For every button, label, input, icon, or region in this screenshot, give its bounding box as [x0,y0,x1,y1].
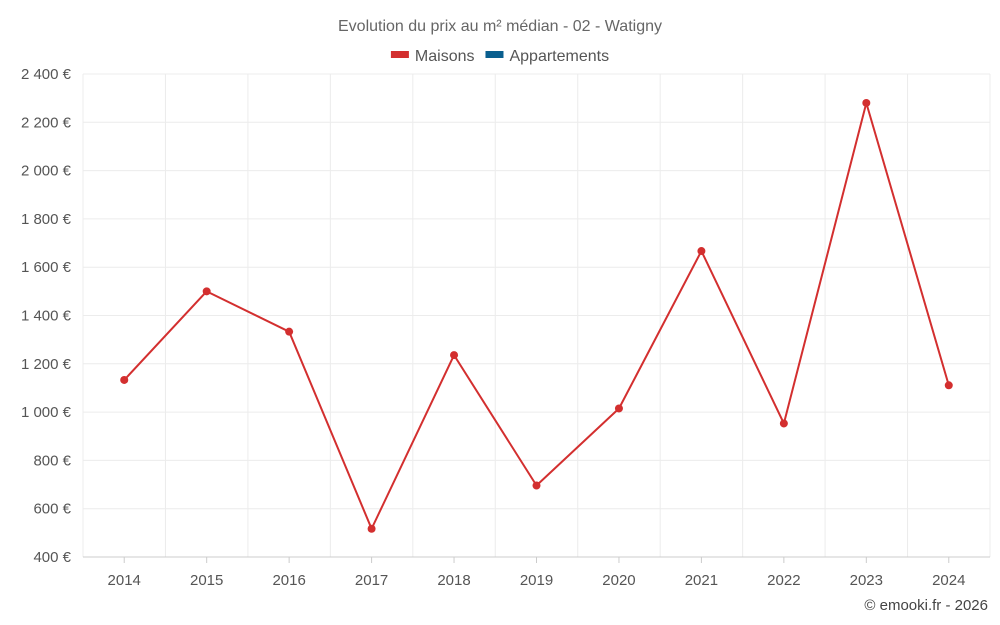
legend-swatch [390,51,409,58]
legend-swatch [485,51,504,58]
x-tick-label: 2023 [850,572,883,589]
y-tick-label: 2 000 € [21,163,72,180]
credit-text: © emooki.fr - 2026 [864,597,988,614]
data-point [285,327,294,336]
data-point [202,287,211,296]
legend-label: Maisons [415,48,475,65]
data-point [697,247,706,256]
x-tick-label: 2024 [932,572,965,589]
data-point [450,351,459,360]
series-layer [120,98,953,533]
gridlines [82,73,991,557]
y-tick-label: 2 400 € [21,66,72,83]
legend-item-appartements[interactable]: Appartements [485,48,609,65]
x-tick-label: 2020 [602,572,635,589]
legend-label: Appartements [509,48,609,65]
data-point [532,481,541,490]
y-tick-label: 1 400 € [21,308,72,325]
x-tick-label: 2017 [355,572,388,589]
x-tick-label: 2016 [272,572,305,589]
x-tick-label: 2014 [108,572,141,589]
y-axis: 2 400 € 2 200 € 2 000 € 1 800 € 1 600 € 1 400… [21,66,72,566]
y-tick-label: 600 € [33,501,71,518]
x-tick-label: 2021 [685,572,718,589]
y-tick-label: 1 000 € [21,404,72,421]
x-tick-label: 2018 [437,572,470,589]
data-point [367,524,376,533]
chart-title: Evolution du prix au m² médian - 02 - Wa… [338,18,662,35]
y-tick-label: 1 600 € [21,259,72,276]
data-point [120,375,129,384]
x-tick-label: 2022 [767,572,800,589]
data-point [614,404,623,413]
data-point [779,419,788,428]
y-tick-label: 1 800 € [21,211,72,228]
x-tick-label: 2015 [190,572,223,589]
y-tick-label: 800 € [33,452,71,469]
data-point [862,98,871,107]
y-tick-label: 1 200 € [21,356,72,373]
data-point [944,381,953,390]
x-axis: 2014 2015 2016 2017 2018 2019 2020 2021 2022 2023… [83,556,990,589]
y-tick-label: 400 € [33,549,71,566]
x-tick-label: 2019 [520,572,553,589]
legend: Maisons Appartements [390,48,609,65]
legend-item-maisons[interactable]: Maisons [390,48,475,65]
y-tick-label: 2 200 € [21,114,72,131]
